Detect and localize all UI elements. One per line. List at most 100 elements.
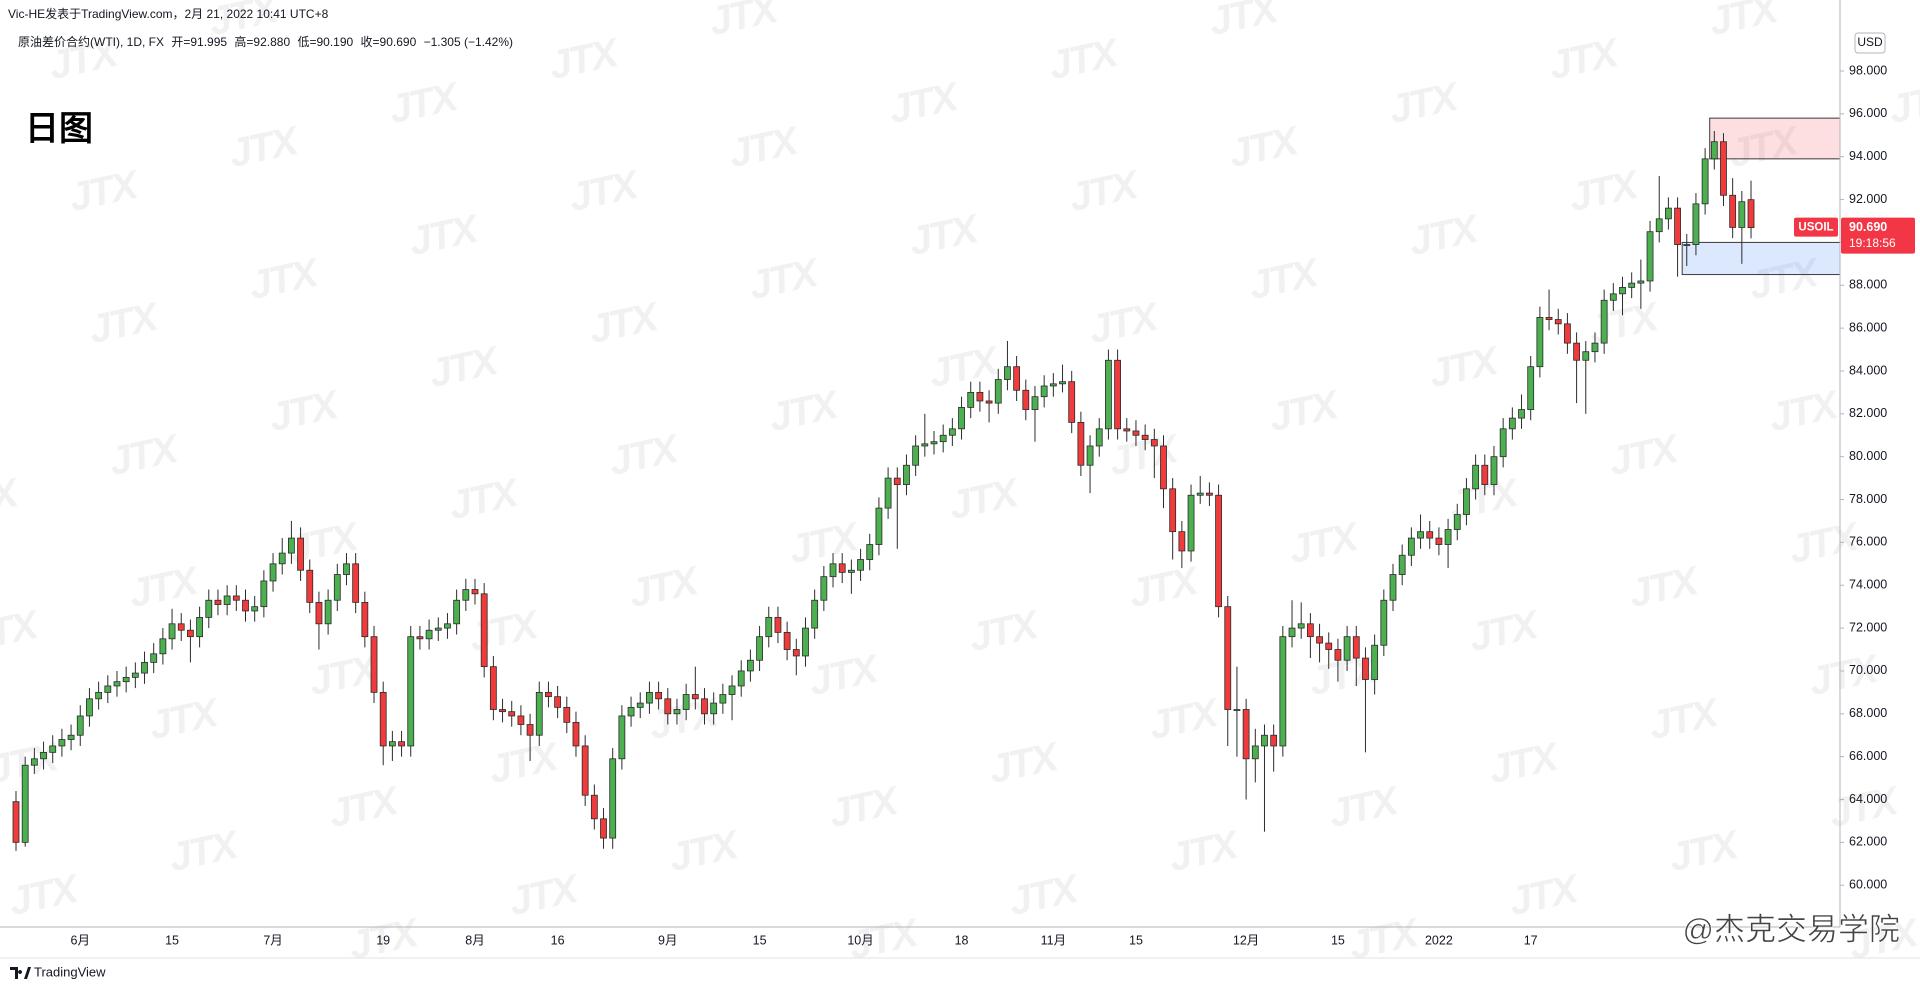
legend-low: 低=90.190 — [297, 35, 353, 49]
watermark: JTX — [1405, 206, 1484, 264]
candle-body — [1609, 293, 1617, 301]
candle-body — [1242, 709, 1250, 760]
candle-body — [939, 434, 947, 443]
candle-body — [1646, 231, 1654, 282]
x-tick-label: 7月 — [263, 933, 282, 947]
candle-body — [811, 599, 819, 629]
candle-body — [765, 616, 773, 638]
watermark: JTX — [965, 602, 1044, 660]
candle-body — [1251, 745, 1259, 760]
watermark: JTX — [765, 382, 844, 440]
y-tick-label: 66.000 — [1849, 749, 1887, 763]
watermark: JTX — [1885, 74, 1920, 132]
watermark: JTX — [1705, 0, 1784, 44]
candle-body — [242, 599, 249, 612]
watermark: JTX — [385, 74, 464, 132]
candle-body — [646, 691, 653, 704]
candle-body — [343, 563, 350, 575]
candle-body — [1325, 642, 1333, 650]
candle-body — [756, 636, 763, 661]
price-tag-label: 90.690 — [1849, 220, 1887, 234]
candle-body — [177, 623, 185, 631]
watermark: JTX — [545, 30, 624, 88]
watermark: JTX — [885, 74, 964, 132]
candle-body — [857, 559, 864, 571]
candle-body — [1729, 194, 1737, 228]
watermark: JTX — [405, 206, 484, 264]
candle-body — [1710, 141, 1718, 160]
currency-label[interactable]: USD — [1857, 35, 1883, 49]
y-tick-label: 84.000 — [1849, 363, 1887, 377]
watermark: JTX — [265, 382, 344, 440]
candle-body — [1417, 531, 1424, 539]
legend-symbol: 原油差价合约(WTI), 1D, FX — [18, 34, 164, 49]
currency-button[interactable] — [1854, 32, 1886, 54]
candle-body — [398, 741, 405, 747]
watermark: JTX — [425, 338, 504, 396]
candle-body — [1527, 366, 1535, 410]
watermark: JTX — [0, 602, 44, 660]
candle-body — [1150, 439, 1158, 447]
candle-body — [1720, 141, 1727, 196]
candle-body — [1426, 531, 1434, 539]
candle-body — [1013, 366, 1021, 391]
candle-body — [1059, 381, 1066, 385]
candle-body — [921, 443, 929, 447]
candle-body — [1343, 636, 1351, 661]
candle-body — [802, 627, 809, 657]
candle-body — [489, 666, 497, 710]
candle-body — [306, 569, 314, 603]
watermark: JTX — [1265, 382, 1344, 440]
candle-body — [1747, 199, 1755, 229]
candle-body — [278, 552, 286, 565]
x-tick-label: 15 — [1129, 933, 1143, 947]
candle-body — [1600, 299, 1608, 344]
candle-body — [664, 698, 672, 715]
watermark: JTX — [1625, 558, 1704, 616]
watermark: JTX — [1165, 822, 1244, 880]
watermark: JTX — [1125, 558, 1204, 616]
watermark: JTX — [1245, 250, 1324, 308]
watermark: JTX — [1545, 30, 1624, 88]
y-tick-label: 82.000 — [1849, 406, 1887, 420]
candle-body — [728, 685, 736, 695]
candle-body — [1655, 218, 1663, 233]
candle-body — [1068, 381, 1076, 423]
candle-body — [719, 694, 727, 704]
candle-body — [1637, 280, 1645, 284]
watermark: JTX — [1325, 778, 1404, 836]
y-tick-label: 60.000 — [1849, 878, 1887, 892]
watermark: JTX — [1765, 382, 1844, 440]
candle-body — [1701, 158, 1709, 205]
candle-body — [1196, 492, 1204, 496]
candle-body — [1518, 409, 1525, 419]
candle-body — [1297, 623, 1305, 629]
candle-body — [1683, 244, 1691, 246]
watermark: JTX — [65, 162, 144, 220]
candle-body — [1398, 554, 1406, 575]
watermark: JTX — [105, 426, 184, 484]
candle-body — [884, 477, 892, 509]
candle-body — [985, 400, 993, 404]
legend-change: −1.305 (−1.42%) — [424, 35, 513, 49]
candle-body — [269, 563, 277, 582]
candle-body — [1481, 464, 1489, 485]
watermark: JTX — [0, 470, 24, 528]
candle-body — [1288, 627, 1296, 638]
candle-body — [1123, 428, 1131, 432]
y-tick-label: 62.000 — [1849, 835, 1887, 849]
candle-body — [1169, 488, 1177, 533]
watermark: JTX — [145, 690, 224, 748]
y-tick-label: 70.000 — [1849, 663, 1887, 677]
watermark: JTX — [785, 514, 864, 572]
countdown-label: 19:18:56 — [1849, 236, 1896, 250]
watermark: JTX — [1565, 162, 1644, 220]
candle-body — [994, 379, 1002, 404]
candle-body — [792, 649, 800, 657]
candle-body — [1206, 492, 1213, 496]
legend-close: 收=90.690 — [361, 35, 417, 49]
candle-body — [563, 706, 571, 723]
watermark: JTX — [1605, 426, 1684, 484]
